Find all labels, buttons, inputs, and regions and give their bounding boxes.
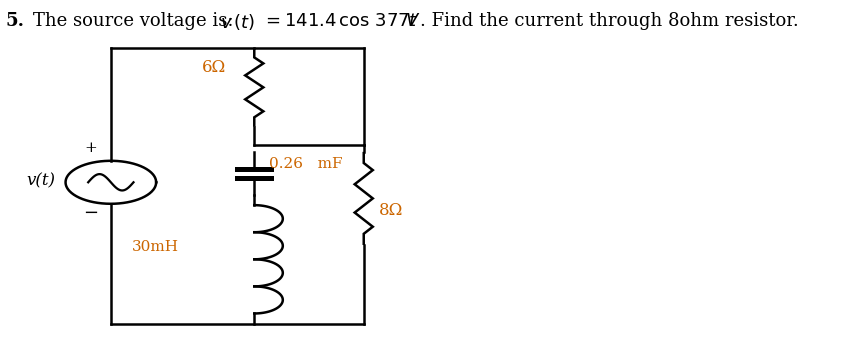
Text: 0.26   mF: 0.26 mF (269, 157, 343, 171)
Text: 5.: 5. (5, 12, 24, 30)
Text: $= 141.4\,\cos\,377t\;$: $= 141.4\,\cos\,377t\;$ (262, 12, 418, 30)
Text: . Find the current through 8ohm resistor.: . Find the current through 8ohm resistor… (419, 12, 798, 30)
Text: +: + (84, 141, 97, 155)
Text: $V$: $V$ (405, 12, 420, 30)
Text: −: − (83, 204, 98, 222)
Text: 6Ω: 6Ω (201, 59, 225, 76)
Text: $v\,(t)$: $v\,(t)$ (220, 12, 255, 32)
Text: 30mH: 30mH (132, 240, 179, 254)
Text: 8Ω: 8Ω (378, 203, 403, 219)
Text: v(t): v(t) (27, 172, 56, 189)
Text: The source voltage is:: The source voltage is: (33, 12, 239, 30)
